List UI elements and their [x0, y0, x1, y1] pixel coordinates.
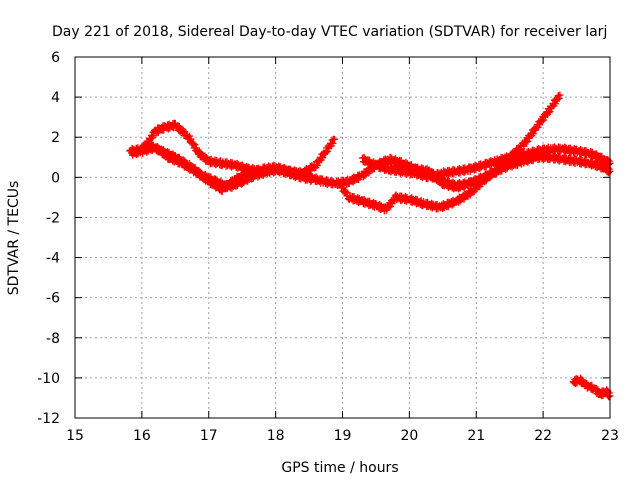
x-tick-label: 16 — [133, 428, 151, 444]
data-series — [126, 91, 614, 401]
y-tick-label: -6 — [46, 291, 60, 307]
x-tick-label: 21 — [467, 428, 485, 444]
y-tick-label: 4 — [51, 90, 60, 106]
y-tick-label: -2 — [46, 210, 60, 226]
x-tick-label: 20 — [400, 428, 418, 444]
chart-title: Day 221 of 2018, Sidereal Day-to-day VTE… — [52, 24, 607, 40]
x-axis-label: GPS time / hours — [281, 460, 398, 476]
y-axis-ticks: -12 -10 -8 -6 -4 -2 0 2 4 6 — [37, 50, 610, 427]
x-tick-label: 17 — [200, 428, 218, 444]
y-tick-label: -4 — [46, 251, 60, 267]
plot-frame — [74, 56, 611, 419]
x-tick-label: 22 — [534, 428, 552, 444]
data-points — [569, 374, 614, 401]
x-tick-label: 23 — [601, 428, 619, 444]
x-axis-ticks: 15 16 17 18 19 20 21 22 23 — [66, 57, 619, 444]
x-tick-label: 19 — [334, 428, 352, 444]
x-tick-label: 18 — [267, 428, 285, 444]
series-arc-7 — [569, 374, 614, 401]
series-arc-6 — [372, 151, 614, 193]
y-tick-label: 0 — [51, 170, 60, 186]
x-tick-label: 15 — [66, 428, 84, 444]
y-tick-label: -8 — [46, 331, 60, 347]
y-tick-label: 2 — [51, 130, 60, 146]
data-points — [372, 151, 614, 193]
y-tick-label: 6 — [51, 50, 60, 66]
y-tick-label: -12 — [37, 411, 60, 427]
y-tick-label: -10 — [37, 371, 60, 387]
y-axis-label: SDTVAR / TECUs — [6, 181, 22, 296]
grid-lines — [75, 57, 610, 418]
